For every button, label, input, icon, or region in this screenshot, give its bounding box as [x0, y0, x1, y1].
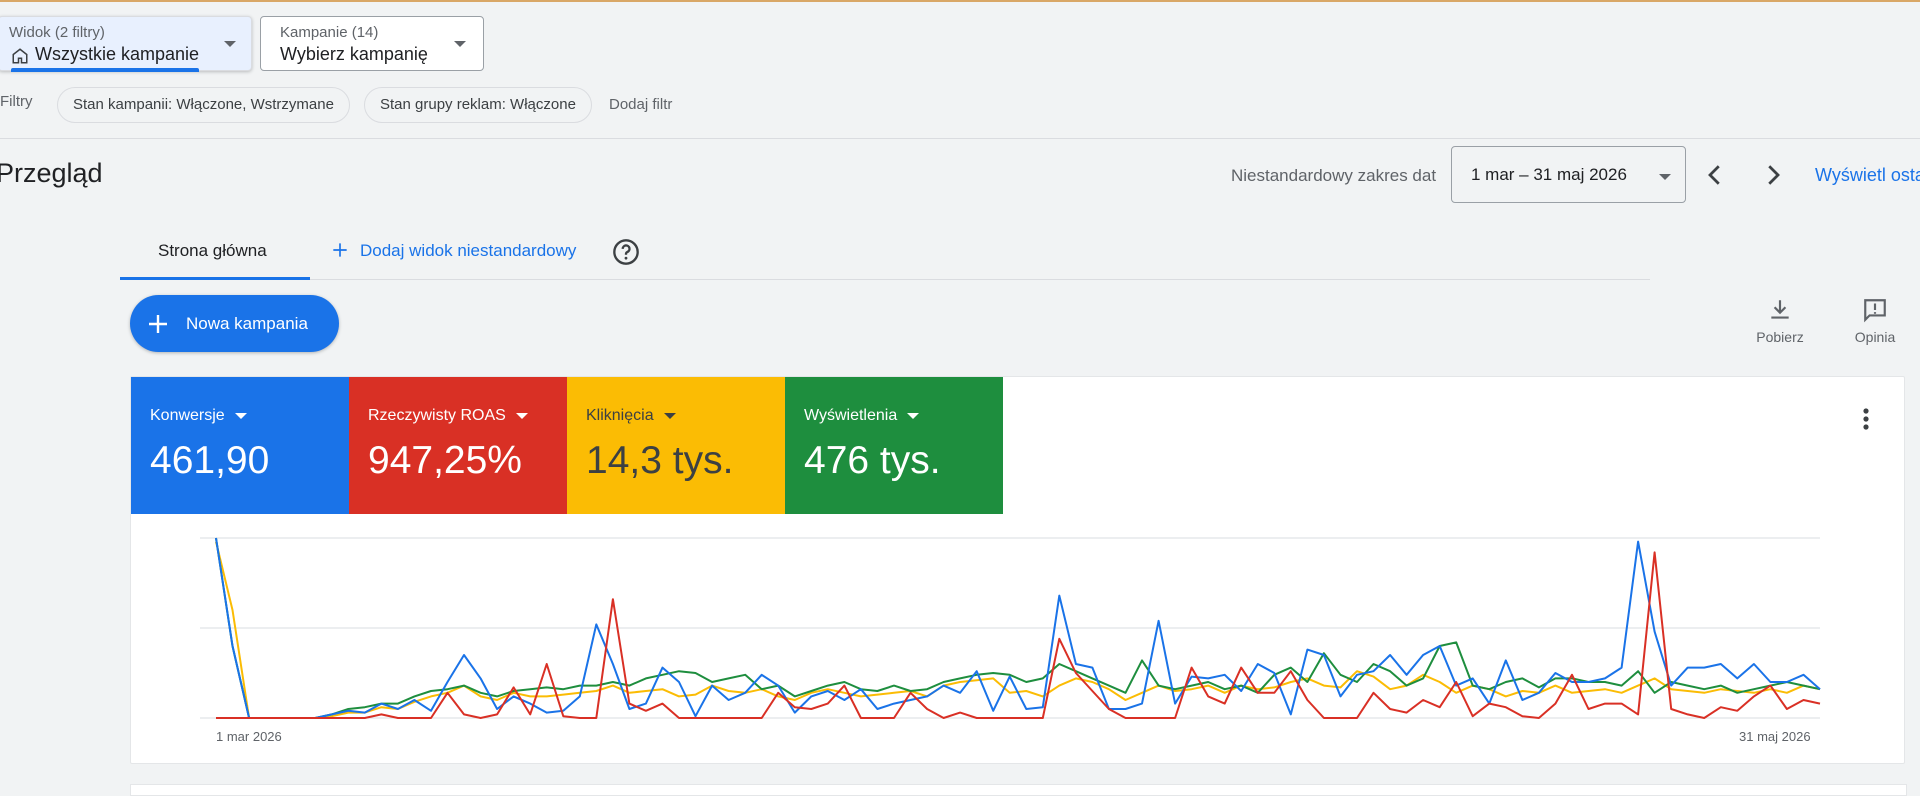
view-dropdown-underline: [11, 68, 199, 72]
caret-down-icon: [907, 412, 920, 419]
chevron-down-icon: [454, 41, 466, 47]
metric-value: 14,3 tys.: [586, 439, 734, 482]
feedback-button[interactable]: Opinia: [1843, 297, 1907, 345]
download-button[interactable]: Pobierz: [1748, 297, 1812, 345]
x-axis-start-label: 1 mar 2026: [216, 729, 282, 744]
filter-chip-campaign-status[interactable]: Stan kampanii: Włączone, Wstrzymane: [57, 87, 350, 123]
new-campaign-button[interactable]: Nowa kampania: [130, 295, 339, 352]
caret-down-icon: [515, 412, 528, 419]
show-last-link[interactable]: Wyświetl osta: [1815, 165, 1920, 185]
tab-home[interactable]: Strona główna: [158, 241, 267, 260]
metric-label: Kliknięcia: [586, 407, 654, 424]
chevron-down-icon: [1659, 174, 1671, 180]
date-range-value: 1 mar – 31 maj 2026: [1471, 165, 1627, 184]
home-icon: [12, 48, 28, 64]
campaigns-dropdown-label: Kampanie (14): [280, 24, 379, 41]
divider: [0, 138, 1920, 139]
metric-clicks[interactable]: Kliknięcia 14,3 tys.: [567, 377, 785, 514]
more-options-icon[interactable]: [1856, 405, 1876, 433]
view-dropdown-value: Wszystkie kampanie: [35, 44, 200, 64]
x-axis-end-label: 31 maj 2026: [1739, 729, 1811, 744]
tabs-divider: [120, 279, 1650, 280]
metric-label: Wyświetlenia: [804, 407, 898, 424]
series-line: [215, 537, 1821, 719]
chevron-down-icon: [224, 41, 236, 47]
plus-icon: [333, 243, 347, 257]
new-campaign-label: Nowa kampania: [186, 314, 308, 333]
date-range-picker[interactable]: 1 mar – 31 maj 2026: [1451, 146, 1686, 203]
plus-icon: [149, 315, 167, 333]
caret-down-icon: [234, 412, 247, 419]
metric-label: Konwersje: [150, 407, 225, 424]
chevron-left-icon[interactable]: [1700, 160, 1730, 190]
tab-active-indicator: [120, 277, 310, 280]
metric-impressions[interactable]: Wyświetlenia 476 tys.: [785, 377, 1003, 514]
page-title: Przegląd: [0, 158, 103, 188]
metric-conversions[interactable]: Konwersje 461,90: [131, 377, 349, 514]
view-dropdown[interactable]: Widok (2 filtry) Wszystkie kampanie: [0, 16, 252, 72]
download-icon: [1771, 300, 1789, 319]
download-label: Pobierz: [1756, 329, 1804, 345]
metric-value: 947,25%: [368, 439, 522, 482]
metric-value: 476 tys.: [804, 439, 941, 482]
series-line: [216, 551, 1821, 719]
feedback-label: Opinia: [1854, 329, 1896, 345]
top-accent-line: [0, 0, 1920, 2]
metric-label: Rzeczywisty ROAS: [368, 407, 506, 424]
add-filter-button[interactable]: Dodaj filtr: [609, 96, 673, 113]
campaigns-dropdown-value: Wybierz kampanię: [280, 44, 428, 64]
date-range-label: Niestandardowy zakres dat: [1231, 166, 1437, 185]
help-icon[interactable]: [612, 238, 640, 266]
performance-chart: [200, 537, 1821, 719]
filters-label: Filtry: [0, 93, 33, 110]
metric-value: 461,90: [150, 439, 270, 482]
caret-down-icon: [663, 412, 676, 419]
campaigns-dropdown[interactable]: Kampanie (14) Wybierz kampanię: [260, 16, 484, 71]
chevron-right-icon[interactable]: [1758, 160, 1788, 190]
add-custom-view-label: Dodaj widok niestandardowy: [360, 241, 577, 260]
metric-roas[interactable]: Rzeczywisty ROAS 947,25%: [349, 377, 567, 514]
series-line: [215, 537, 1821, 719]
filter-chip-adgroup-status[interactable]: Stan grupy reklam: Włączone: [364, 87, 592, 123]
view-dropdown-label: Widok (2 filtry): [9, 24, 105, 41]
feedback-icon: [1864, 299, 1886, 323]
next-card-edge: [130, 784, 1907, 796]
